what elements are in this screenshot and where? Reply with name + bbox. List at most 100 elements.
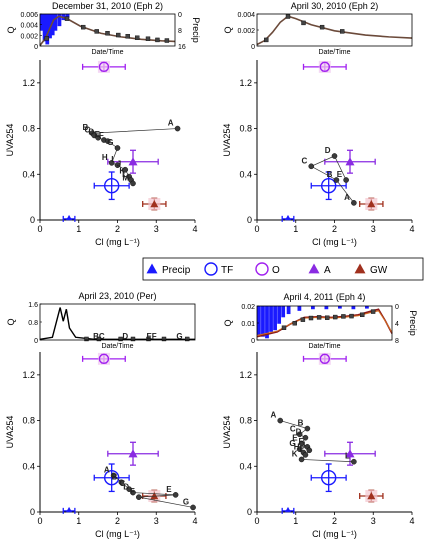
stream-sample-label: G (183, 497, 189, 506)
x-tick-label: 4 (409, 516, 414, 526)
discharge-sample-point (130, 336, 136, 342)
legend-label: O (272, 265, 280, 276)
tf-endmember-marker (320, 470, 337, 486)
stream-sample-label: A (168, 119, 174, 128)
stream-sample-label: D (123, 483, 129, 492)
inset-y-tick-label: 0.002 (20, 33, 38, 40)
x-tick-label: 0 (254, 224, 259, 234)
stream-sample-point (333, 177, 340, 183)
stream-sample-label: K (292, 449, 298, 458)
legend-item-precip: Precip (146, 263, 191, 276)
a-endmember-marker (128, 449, 138, 458)
discharge-sample-point (292, 321, 297, 326)
y-tick-label: 1.2 (22, 78, 35, 88)
precip-bar (273, 306, 277, 331)
stream-sample-label: B (83, 123, 89, 132)
discharge-sample-point (84, 336, 89, 342)
tf-endmember-marker (320, 178, 337, 194)
x-tick-label: 4 (192, 516, 197, 526)
stream-sample-label: M (122, 173, 129, 182)
a-endmember-marker (345, 449, 355, 458)
precip-bar (65, 14, 70, 18)
legend-marker-precip (146, 263, 158, 274)
gw-endmember-marker (367, 200, 376, 208)
o-endmember-marker (98, 61, 110, 73)
precip-bar (351, 306, 356, 310)
discharge-sample-point (349, 313, 354, 319)
stream-sample-point (130, 180, 136, 187)
inset-y2-tick-label: 8 (395, 338, 399, 345)
inset-y-tick-label: 0.006 (20, 12, 38, 19)
discharge-line (39, 307, 195, 341)
discharge-sample-point (285, 14, 291, 19)
stream-sample-label: E (95, 130, 101, 139)
stream-sample-label: B (112, 472, 118, 481)
stream-sample-point (114, 162, 121, 168)
y-tick-label: 0.8 (22, 124, 35, 134)
panel-title: April 30, 2010 (Eph 2) (291, 1, 379, 11)
o-endmember-marker (319, 61, 331, 73)
precip-endmember-marker (285, 506, 291, 513)
stream-sample-label: L (122, 170, 127, 179)
legend: Precip TF O A GW (142, 257, 424, 281)
stream-sample-label: C (301, 156, 307, 165)
stream-sample-point (122, 166, 129, 173)
x-tick-label: 0 (254, 516, 259, 526)
discharge-sample-point (155, 37, 160, 43)
main-axes: 0 1 2 3 4 0 0.4 0.8 1.2 Cl (mg L⁻¹) UVA254 (5, 352, 198, 539)
precip-bar (311, 306, 315, 310)
panel-title: April 4, 2011 (Eph 4) (284, 292, 366, 302)
x-tick-label: 0 (37, 516, 42, 526)
inset-y2-label: Precip (191, 17, 201, 43)
main-axes: 0 1 2 3 4 0 0.4 0.8 1.2 Cl (mg L⁻¹) UVA254 (222, 60, 415, 247)
inset-hydrograph: 0.004 0.002 0 Q Date/Time (223, 12, 413, 56)
precip-bar (277, 306, 282, 324)
legend-item-o: O (255, 262, 280, 276)
discharge-sample-point (300, 317, 306, 322)
precip-bar (257, 306, 261, 336)
discharge-sample-point (118, 336, 123, 342)
inset-y-label: Q (6, 26, 16, 33)
x-tick-label: 2 (115, 224, 120, 234)
stream-sample-label: C (84, 125, 90, 134)
stream-sample-label: C (290, 424, 296, 433)
stream-sample-point (118, 479, 125, 486)
gw-endmember-marker (150, 492, 159, 500)
stream-sample-point (172, 492, 179, 498)
inset-y-label: Q (223, 26, 233, 33)
y-tick-label: 1.2 (239, 370, 252, 380)
precip-bar (50, 14, 55, 36)
inset-y-tick-label: 0.002 (237, 28, 255, 35)
stream-sample-point (306, 447, 313, 454)
discharge-sample-point (281, 325, 287, 330)
inset-y-tick-label: 0.02 (241, 304, 255, 311)
discharge-sample-point (80, 24, 86, 30)
discharge-sample-point (145, 36, 151, 41)
stream-sample-label: D (88, 128, 94, 137)
x-axis-label: Cl (mg L⁻¹) (95, 237, 140, 247)
precip-bar (286, 306, 291, 315)
stream-sample-label: J (301, 440, 305, 449)
legend-marker-a (308, 263, 320, 274)
stream-sample-label: F (99, 131, 104, 140)
discharge-sample-point (341, 314, 346, 319)
inset-y2-tick-label: 8 (178, 28, 182, 35)
stream-sample-label: E (292, 433, 298, 442)
stream-sample-label: F (130, 487, 135, 496)
discharge-sample-point (325, 315, 330, 320)
precip-bar (40, 14, 44, 31)
x-tick-label: 4 (409, 224, 414, 234)
x-tick-label: 0 (37, 224, 42, 234)
y-tick-label: 0.8 (239, 124, 252, 134)
y-tick-label: 1.2 (22, 370, 35, 380)
precip-bar (281, 306, 286, 318)
legend-marker-gw (354, 263, 366, 274)
stream-sample-point (190, 504, 196, 511)
stream-sample-label: A (104, 465, 110, 474)
x-tick-label: 2 (115, 516, 120, 526)
a-endmember-marker (345, 157, 355, 166)
discharge-sample-point (125, 34, 130, 39)
legend-marker-tf (204, 262, 218, 276)
x-tick-label: 3 (154, 224, 159, 234)
stream-sample-point (343, 177, 349, 183)
